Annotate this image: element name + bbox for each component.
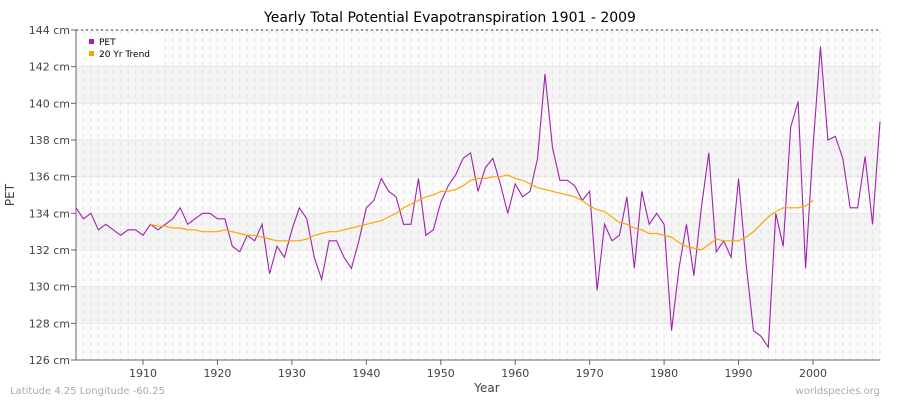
- footer-coordinates: Latitude 4.25 Longitude -60.25: [10, 386, 165, 397]
- legend-label-trend: 20 Yr Trend: [99, 50, 150, 60]
- x-tick-label: 1980: [650, 367, 678, 380]
- x-tick-label: 1990: [725, 367, 753, 380]
- x-tick-label: 1960: [501, 367, 529, 380]
- chart-title: Yearly Total Potential Evapotranspiratio…: [263, 10, 636, 26]
- y-axis-label: PET: [3, 183, 17, 206]
- y-tick-label: 144 cm: [29, 24, 70, 37]
- y-tick-label: 136 cm: [29, 171, 70, 184]
- x-tick-label: 1940: [352, 367, 380, 380]
- legend-swatch-trend: [89, 51, 94, 56]
- legend-swatch-pet: [89, 39, 94, 44]
- legend: PET 20 Yr Trend: [80, 34, 162, 64]
- legend-label-pet: PET: [99, 38, 116, 48]
- x-tick-label: 1910: [129, 367, 157, 380]
- x-tick-label: 2000: [799, 367, 827, 380]
- x-tick-label: 1920: [203, 367, 231, 380]
- y-tick-label: 140 cm: [29, 97, 70, 110]
- footer-source: worldspecies.org: [796, 386, 880, 397]
- x-tick-label: 1930: [278, 367, 306, 380]
- x-axis-label: Year: [473, 381, 499, 395]
- y-tick-label: 128 cm: [29, 317, 70, 330]
- y-tick-label: 132 cm: [29, 244, 70, 257]
- y-tick-label: 126 cm: [29, 354, 70, 367]
- y-tick-label: 142 cm: [29, 61, 70, 74]
- y-tick-label: 138 cm: [29, 134, 70, 147]
- y-tick-label: 130 cm: [29, 281, 70, 294]
- x-tick-label: 1950: [427, 367, 455, 380]
- x-tick-label: 1970: [576, 367, 604, 380]
- y-tick-label: 134 cm: [29, 207, 70, 220]
